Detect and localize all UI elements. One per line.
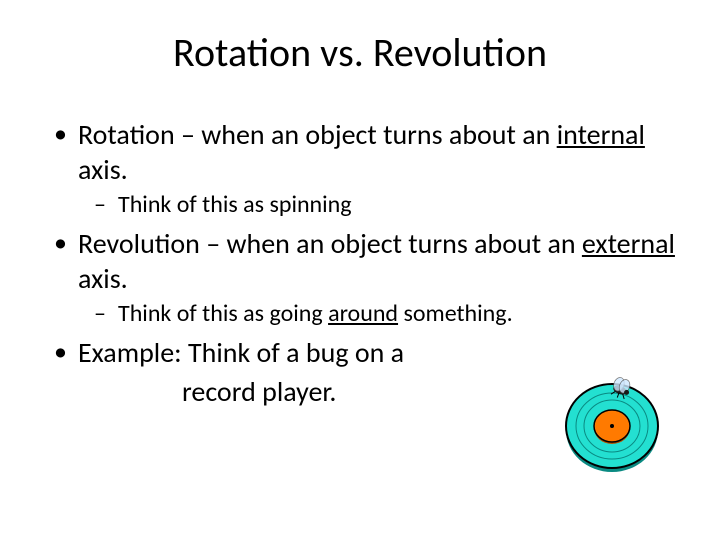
slide: Rotation vs. Revolution Rotation – when … [0,0,720,540]
slide-body: Rotation – when an object turns about an… [40,117,680,409]
revolution-sub-underline: around [328,299,398,328]
rotation-sublist: Think of this as spinning [78,189,680,220]
revolution-sublist: Think of this as going around something. [78,298,680,329]
revolution-sub: Think of this as going around something. [90,298,680,329]
bullet-example: Example: Think of a bug on a [50,335,680,370]
revolution-underline: external [582,226,675,261]
example-line1: Example: Think of a bug on a [78,335,404,370]
bullet-list: Rotation – when an object turns about an… [50,117,680,370]
record-svg [562,376,662,476]
rotation-text-post: axis. [78,152,128,187]
rotation-sub: Think of this as spinning [90,189,680,220]
rotation-underline: internal [557,117,645,152]
record-player-icon [562,376,662,476]
revolution-text-pre: Revolution – when an object turns about … [78,226,582,261]
bullet-revolution: Revolution – when an object turns about … [50,226,680,329]
spindle-hole [610,424,614,428]
revolution-text-post: axis. [78,261,128,296]
revolution-sub-post: something. [398,299,513,328]
slide-title: Rotation vs. Revolution [40,28,680,77]
revolution-sub-pre: Think of this as going [118,299,328,328]
rotation-text-pre: Rotation – when an object turns about an [78,117,557,152]
bullet-rotation: Rotation – when an object turns about an… [50,117,680,220]
